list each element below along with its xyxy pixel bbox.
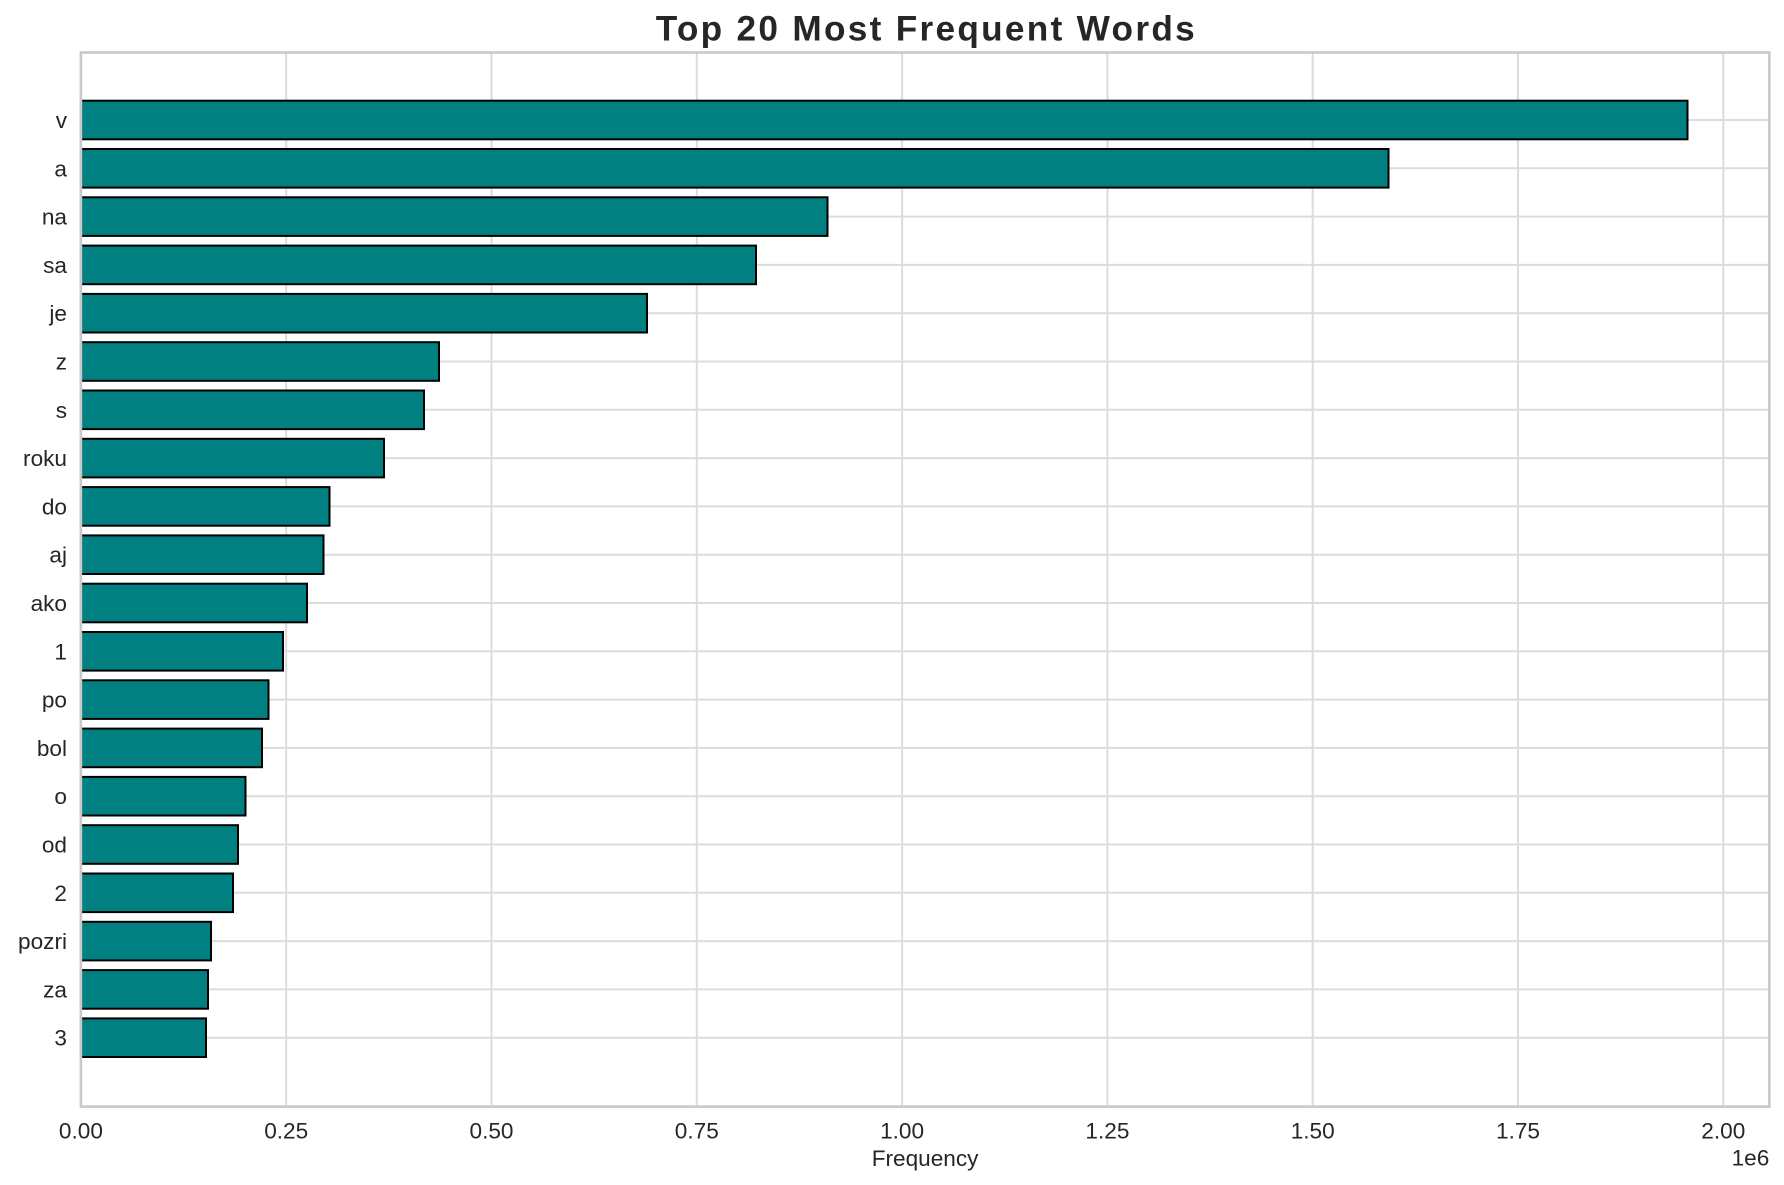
svg-text:0.00: 0.00 — [59, 1119, 103, 1144]
svg-text:v: v — [56, 108, 68, 133]
svg-text:1e6: 1e6 — [1732, 1146, 1770, 1171]
svg-text:je: je — [48, 301, 67, 326]
svg-text:2: 2 — [54, 881, 67, 906]
svg-text:bol: bol — [37, 736, 67, 761]
svg-text:ako: ako — [31, 591, 67, 616]
svg-text:3: 3 — [54, 1026, 67, 1051]
svg-text:1.25: 1.25 — [1085, 1119, 1129, 1144]
svg-text:0.75: 0.75 — [675, 1119, 719, 1144]
svg-text:1.00: 1.00 — [880, 1119, 924, 1144]
svg-text:aj: aj — [49, 543, 67, 568]
svg-text:za: za — [43, 977, 67, 1002]
svg-text:po: po — [42, 688, 67, 713]
svg-text:1: 1 — [54, 639, 67, 664]
svg-text:s: s — [56, 398, 67, 423]
svg-text:z: z — [56, 350, 67, 375]
svg-text:do: do — [42, 494, 67, 519]
svg-text:0.25: 0.25 — [264, 1119, 308, 1144]
svg-text:o: o — [54, 784, 67, 809]
svg-text:0.50: 0.50 — [470, 1119, 514, 1144]
svg-text:roku: roku — [23, 446, 67, 471]
svg-text:Frequency: Frequency — [872, 1146, 979, 1171]
svg-text:na: na — [42, 205, 68, 230]
svg-text:od: od — [42, 833, 67, 858]
svg-text:Top 20 Most Frequent Words: Top 20 Most Frequent Words — [656, 9, 1195, 48]
svg-text:pozri: pozri — [18, 929, 67, 954]
svg-text:2.00: 2.00 — [1701, 1119, 1745, 1144]
svg-text:1.75: 1.75 — [1496, 1119, 1540, 1144]
svg-text:sa: sa — [43, 253, 67, 278]
svg-text:1.50: 1.50 — [1291, 1119, 1335, 1144]
svg-text:a: a — [54, 156, 67, 181]
